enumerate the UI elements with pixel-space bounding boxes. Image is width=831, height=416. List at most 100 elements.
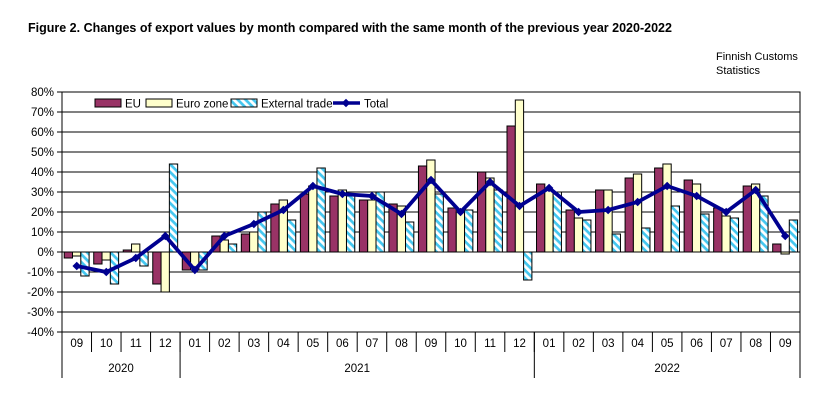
month-label: 10 bbox=[454, 338, 467, 350]
bar bbox=[582, 219, 592, 253]
legend-label: External trade bbox=[261, 99, 333, 111]
total-line-marker bbox=[515, 201, 524, 211]
bar bbox=[654, 167, 664, 253]
total-line-marker bbox=[662, 181, 672, 191]
total-line-marker bbox=[72, 261, 82, 271]
bar bbox=[168, 163, 179, 253]
bar bbox=[257, 211, 267, 253]
bar bbox=[417, 165, 428, 253]
total-line-marker bbox=[721, 207, 731, 217]
bar bbox=[122, 249, 133, 253]
total-line-marker bbox=[131, 253, 141, 263]
month-label: 06 bbox=[336, 338, 349, 350]
bars-euro-zone bbox=[72, 99, 790, 293]
y-tick-label: 60% bbox=[31, 127, 54, 139]
bar bbox=[464, 209, 474, 253]
bar bbox=[426, 159, 436, 253]
bar bbox=[131, 243, 141, 253]
total-line-marker bbox=[101, 267, 111, 277]
month-label: 10 bbox=[100, 338, 113, 350]
y-tick-label: -10% bbox=[27, 267, 54, 279]
bar bbox=[358, 199, 369, 253]
total-line bbox=[72, 175, 790, 277]
year-label: 2020 bbox=[108, 363, 134, 375]
bar bbox=[367, 199, 377, 253]
total-line-marker bbox=[456, 207, 465, 217]
bar bbox=[641, 227, 651, 253]
total-line-marker bbox=[751, 185, 761, 195]
y-tick-label: 50% bbox=[31, 147, 54, 159]
y-axis-labels: 80% 70% 60% 50% 40% 30% 20% 10% 0% -10% -20% -30% -4… bbox=[27, 87, 54, 339]
bar bbox=[93, 251, 103, 265]
month-label: 04 bbox=[277, 338, 290, 350]
bar bbox=[160, 251, 170, 293]
legend-label: Euro zone bbox=[176, 99, 228, 111]
bar bbox=[573, 217, 584, 253]
bars-external-trade bbox=[80, 163, 799, 285]
bar bbox=[632, 173, 643, 253]
month-label: 01 bbox=[188, 338, 201, 350]
bar bbox=[455, 211, 466, 253]
figure-title: Figure 2. Changes of export values by mo… bbox=[28, 21, 672, 35]
bar bbox=[101, 251, 111, 261]
bar bbox=[345, 195, 356, 253]
legend: EU Euro zone External trade Total bbox=[94, 98, 388, 111]
month-label: 12 bbox=[159, 338, 172, 350]
bar bbox=[493, 189, 503, 253]
bar bbox=[713, 207, 723, 253]
bar bbox=[405, 221, 415, 253]
legend-total-marker bbox=[341, 98, 351, 108]
month-label: 02 bbox=[218, 338, 231, 350]
bar bbox=[595, 189, 605, 253]
y-tick-label: 10% bbox=[31, 227, 54, 239]
chart-root: 80% 70% 60% 50% 40% 30% 20% 10% 0% -10% -20% -30% -4… bbox=[27, 87, 801, 378]
month-label: 03 bbox=[247, 338, 260, 350]
month-label: 09 bbox=[425, 338, 438, 350]
bar bbox=[308, 185, 318, 253]
total-line-marker bbox=[220, 231, 229, 241]
total-line-marker bbox=[780, 231, 790, 241]
month-label: 02 bbox=[572, 338, 585, 350]
total-line-marker bbox=[367, 191, 377, 201]
bar bbox=[152, 251, 162, 285]
bar bbox=[670, 205, 681, 253]
bar bbox=[316, 167, 326, 253]
total-line-marker bbox=[338, 189, 347, 199]
bar bbox=[506, 125, 516, 253]
bar bbox=[788, 219, 799, 253]
total-line-marker bbox=[603, 205, 613, 215]
bar bbox=[611, 233, 621, 253]
bar bbox=[759, 195, 769, 253]
bar bbox=[286, 219, 297, 253]
bar bbox=[485, 177, 495, 253]
bar bbox=[337, 189, 347, 253]
month-label: 11 bbox=[484, 338, 496, 350]
total-line-marker bbox=[426, 175, 436, 185]
legend-label: Total bbox=[364, 99, 388, 111]
bar bbox=[700, 213, 710, 253]
bar bbox=[240, 233, 251, 253]
bar bbox=[80, 251, 90, 277]
month-label: 05 bbox=[661, 338, 674, 350]
y-tick-label: 30% bbox=[31, 187, 54, 199]
y-tick-label: 80% bbox=[31, 87, 54, 99]
month-label: 07 bbox=[366, 338, 379, 350]
bar bbox=[476, 171, 487, 253]
bar bbox=[514, 99, 525, 253]
total-line-marker bbox=[574, 207, 583, 217]
bar bbox=[63, 251, 73, 259]
month-label: 09 bbox=[779, 338, 792, 350]
month-label: 12 bbox=[513, 338, 526, 350]
bar bbox=[624, 177, 634, 253]
y-tick-label: -20% bbox=[27, 287, 54, 299]
source-attribution: Finnish Customs Statistics bbox=[716, 50, 798, 78]
x-axis-years: 2020 2021 2022 bbox=[61, 332, 801, 378]
total-line-marker bbox=[308, 181, 318, 191]
month-label: 09 bbox=[70, 338, 83, 350]
year-label: 2021 bbox=[344, 363, 370, 375]
bar bbox=[299, 193, 310, 253]
month-label: 07 bbox=[720, 338, 733, 350]
year-label: 2022 bbox=[654, 363, 680, 375]
legend-swatch-external-trade bbox=[230, 98, 258, 108]
plot-border bbox=[61, 91, 801, 333]
